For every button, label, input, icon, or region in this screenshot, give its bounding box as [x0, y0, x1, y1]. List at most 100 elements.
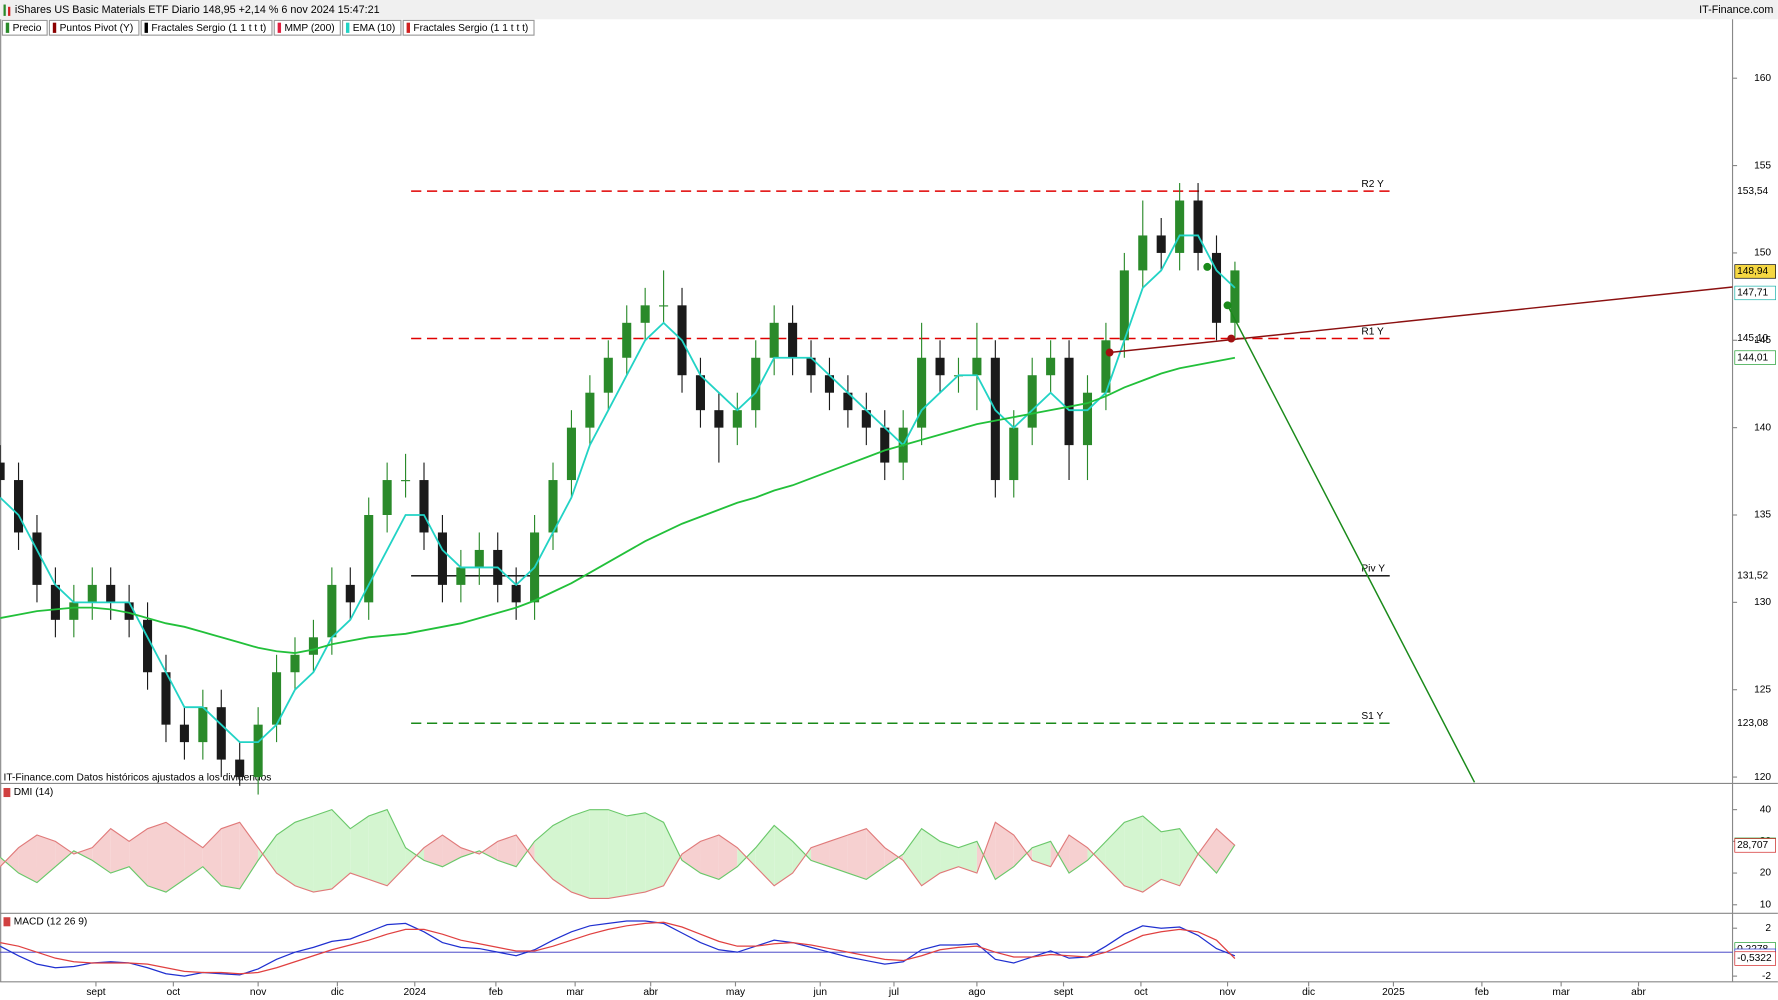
- x-tick-label: mar: [1552, 987, 1570, 998]
- trend-line: [1109, 286, 1733, 354]
- indicator-line: [0, 234, 1236, 744]
- y-tick-label: 40: [1760, 804, 1772, 815]
- x-tick-label: abr: [643, 987, 658, 998]
- y-tick-label: 2: [1765, 923, 1771, 934]
- dmi-fill: [940, 841, 959, 874]
- candle-body: [401, 480, 411, 482]
- legend-icon: [5, 22, 10, 33]
- candle-body: [69, 602, 79, 620]
- legend-label: Puntos Pivot (Y): [60, 23, 134, 34]
- indicator-line: [0, 920, 1236, 977]
- legend-icon: [277, 22, 282, 33]
- dmi-fill: [258, 835, 277, 874]
- pivot-value-label: 131,52: [1737, 570, 1768, 581]
- dmi-fill: [847, 828, 867, 880]
- candle-body: [456, 567, 466, 585]
- dmi-fill: [1087, 841, 1106, 867]
- dmi-fill: [811, 841, 830, 867]
- candle-body: [308, 637, 318, 655]
- candle-body: [419, 480, 429, 533]
- price-tag: [1734, 838, 1776, 853]
- dmi-fill: [424, 835, 443, 867]
- candle-body: [1230, 270, 1240, 323]
- fractal-marker: [1223, 301, 1232, 310]
- legend-icon: [144, 22, 148, 33]
- candle-body: [216, 707, 226, 760]
- candle-body: [143, 619, 153, 673]
- candle-body: [880, 427, 890, 463]
- candle-body: [990, 357, 1000, 481]
- fractal-marker: [1105, 348, 1114, 357]
- title-icon: [8, 6, 11, 16]
- dmi-fill: [0, 847, 19, 874]
- dmi-fill: [774, 825, 793, 886]
- candle-body: [32, 532, 42, 585]
- candle-body: [253, 724, 263, 778]
- dmi-fill: [1216, 828, 1235, 874]
- x-tick-label: ago: [968, 987, 985, 998]
- x-tick-label: mar: [566, 987, 584, 998]
- dmi-fill: [1179, 828, 1199, 886]
- candle-body: [1064, 357, 1074, 446]
- indicator-line: [0, 356, 1236, 654]
- legend-label: MMP (200): [284, 23, 334, 34]
- dmi-fill: [958, 841, 977, 874]
- candle-body: [1211, 252, 1222, 323]
- y-tick-label: 150: [1754, 248, 1771, 259]
- candle-body: [1046, 357, 1056, 376]
- dmi-fill: [718, 835, 738, 880]
- y-tick-label: 120: [1754, 772, 1771, 783]
- legend-item: [140, 19, 273, 36]
- x-tick-label: sept: [86, 987, 105, 998]
- price-tag-label: 144,01: [1737, 352, 1768, 363]
- candle-body: [548, 480, 558, 533]
- x-tick-label: feb: [489, 987, 503, 998]
- dmi-fill: [331, 809, 351, 889]
- panel-title-icon: [3, 787, 11, 798]
- y-tick-label: 155: [1754, 160, 1771, 171]
- pivot-label: S1 Y: [1361, 711, 1383, 722]
- x-tick-label: abr: [1631, 987, 1646, 998]
- x-tick-label: dic: [1302, 987, 1315, 998]
- panel-title: MACD (12 26 9): [14, 916, 88, 927]
- candle-body: [935, 357, 945, 376]
- candle-body: [345, 584, 355, 603]
- trend-line: [1226, 305, 1476, 783]
- candle-body: [1009, 427, 1019, 481]
- candle-body: [566, 427, 576, 481]
- price-tag-label: 147,71: [1737, 288, 1768, 299]
- candle-body: [437, 532, 447, 585]
- y-tick-label: -2: [1762, 971, 1771, 982]
- legend-item: [273, 19, 341, 36]
- price-tag: [1734, 285, 1776, 301]
- panel-title: DMI (14): [14, 787, 54, 798]
- dmi-fill: [645, 812, 664, 893]
- legend-label: Fractales Sergio (1 1 t t t): [151, 23, 266, 34]
- dmi-fill: [1161, 828, 1180, 886]
- x-tick-label: may: [726, 987, 746, 998]
- candle-body: [87, 584, 97, 603]
- dmi-fill: [202, 828, 222, 886]
- candle-body: [622, 322, 632, 358]
- dmi-fill: [663, 822, 683, 886]
- y-tick-label: 20: [1760, 868, 1772, 879]
- dmi-fill: [1050, 835, 1070, 874]
- candle-body: [1027, 375, 1037, 428]
- pivot-label: R1 Y: [1361, 326, 1384, 337]
- dmi-fill: [553, 815, 572, 893]
- price-tag: [1734, 951, 1776, 966]
- dmi-fill: [313, 809, 332, 893]
- y-tick-label: 125: [1754, 684, 1771, 695]
- dmi-fill: [884, 847, 904, 867]
- pivot-value-label: 123,08: [1737, 718, 1768, 729]
- dmi-fill: [903, 828, 922, 886]
- legend-item: [402, 19, 535, 36]
- x-tick-label: sept: [1054, 987, 1073, 998]
- x-tick-label: oct: [1134, 987, 1148, 998]
- candle-body: [1119, 270, 1129, 341]
- y-tick-label: 10: [1760, 899, 1772, 910]
- indicator-line: [0, 821, 1236, 899]
- dmi-fill: [1124, 815, 1143, 893]
- title-bar: [0, 0, 1778, 20]
- candle-body: [824, 375, 834, 393]
